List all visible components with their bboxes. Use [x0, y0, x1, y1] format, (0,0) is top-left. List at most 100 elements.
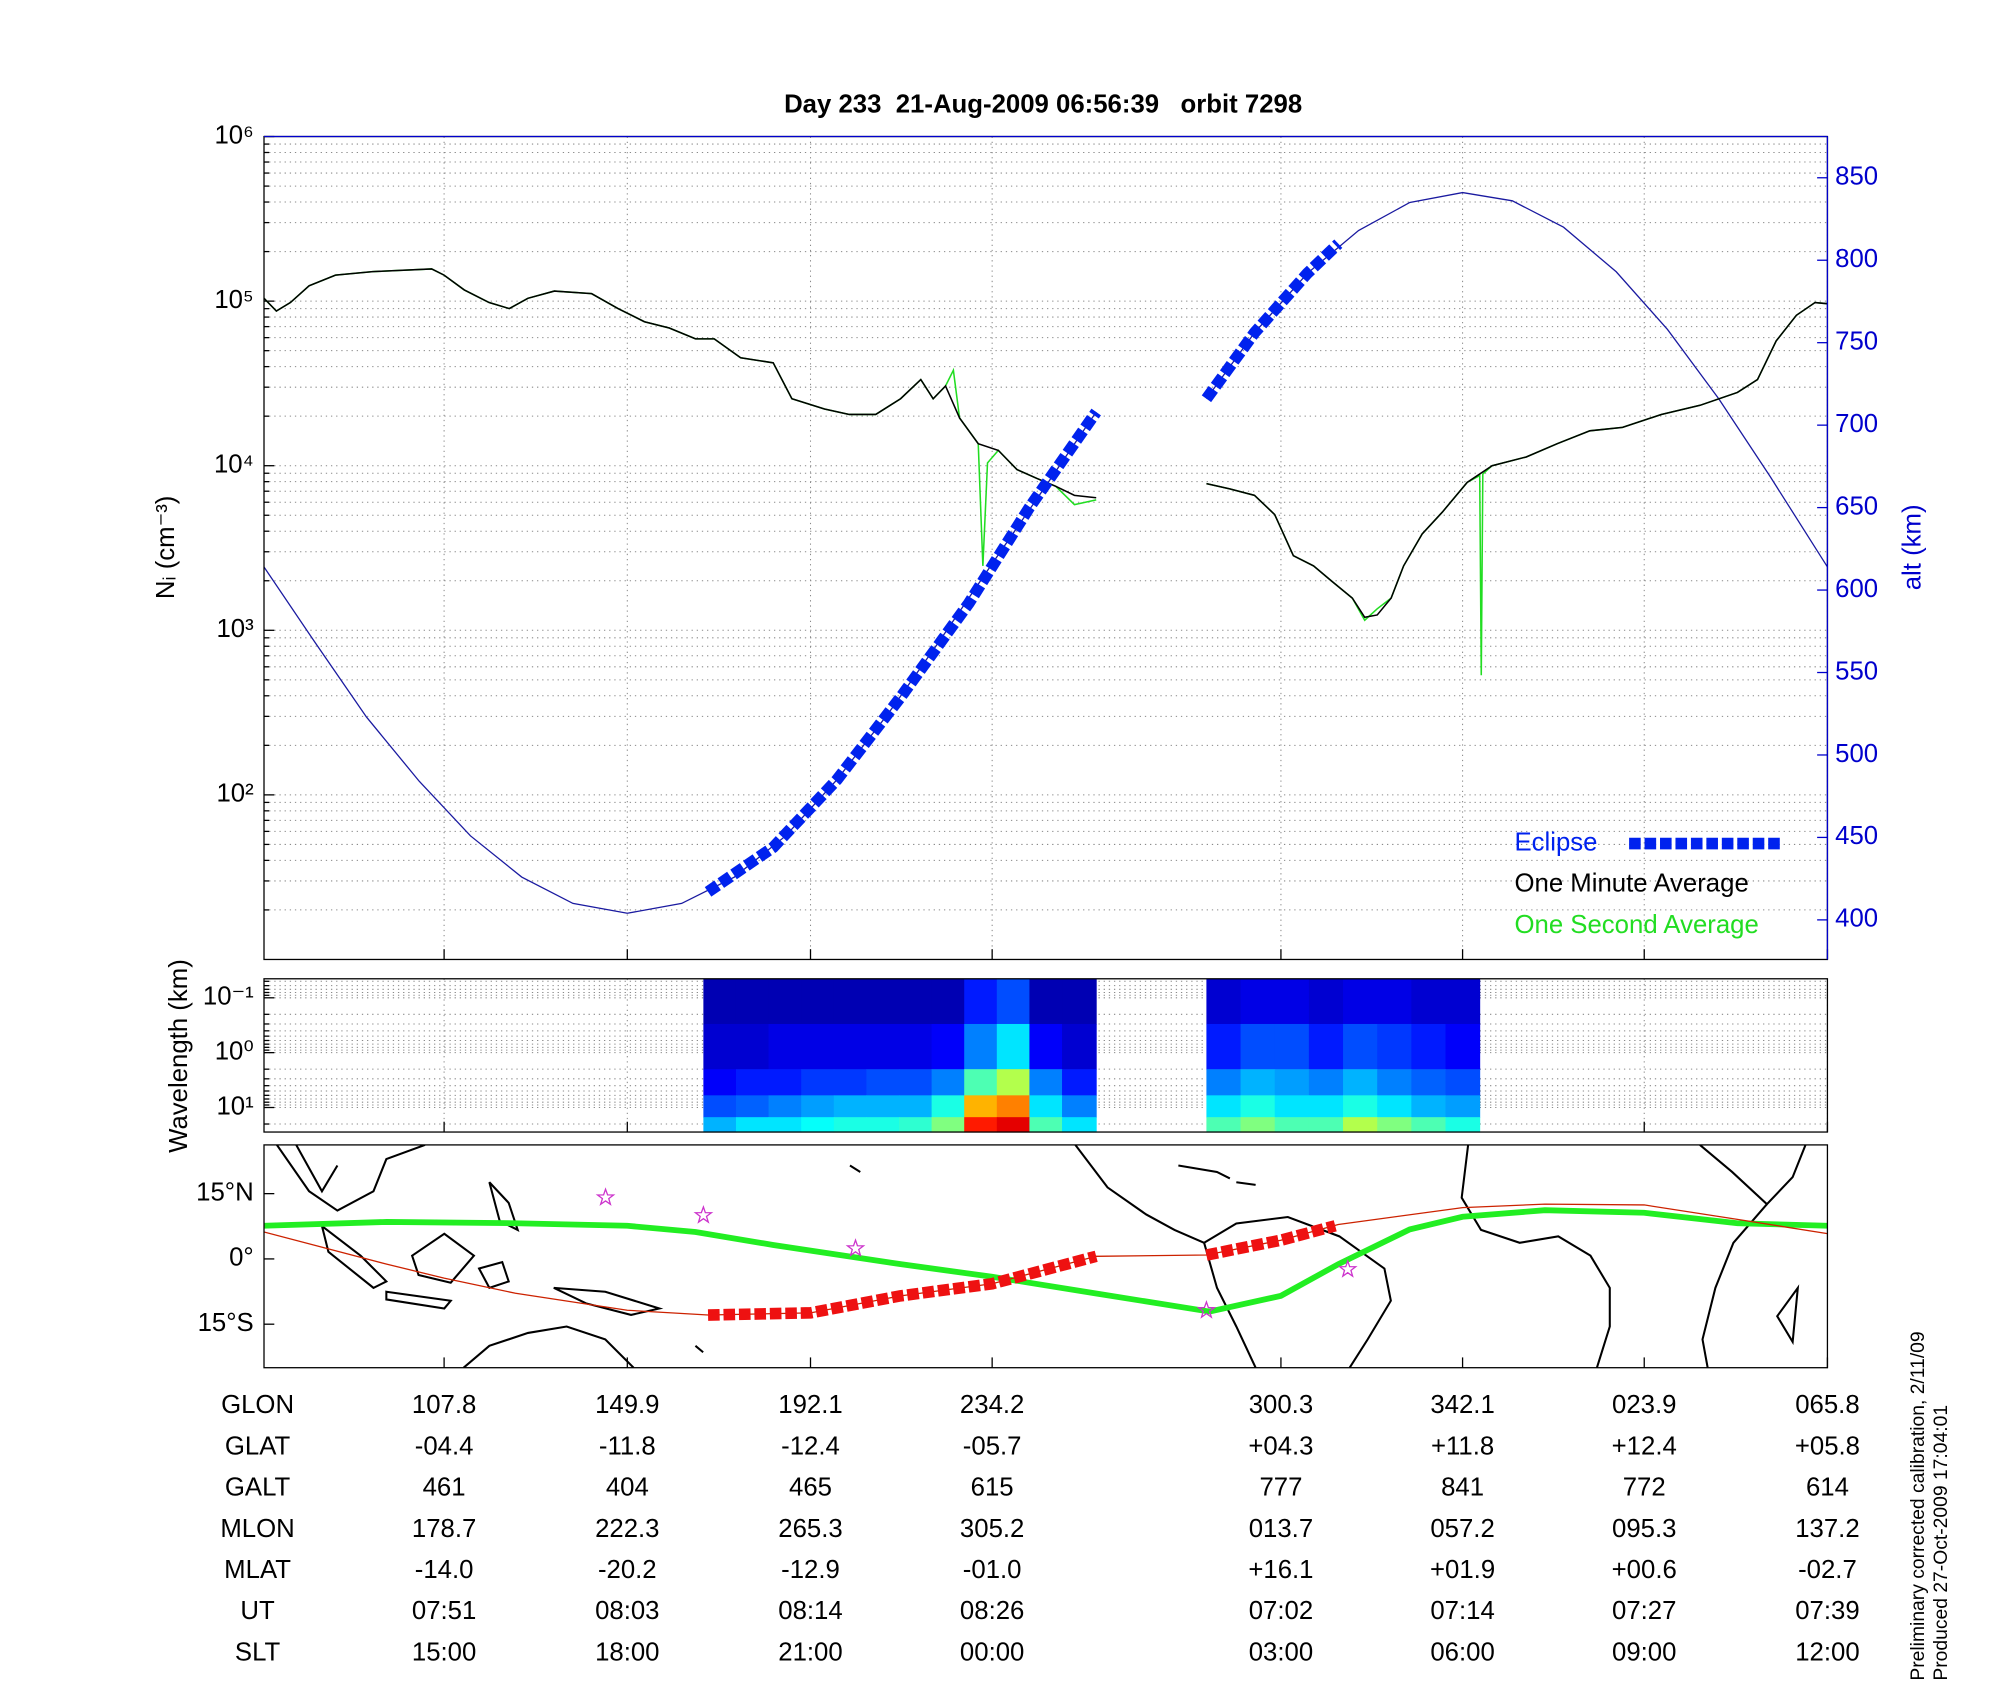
series-line: [704, 239, 1343, 897]
y-tick-label: 10⁻¹: [203, 983, 254, 1011]
table-cell: 265.3: [778, 1515, 842, 1543]
heatmap-cell: [1062, 1117, 1097, 1133]
heatmap-cell: [1411, 1095, 1447, 1118]
heatmap-cell: [801, 1023, 835, 1070]
table-cell: 095.3: [1612, 1515, 1676, 1543]
heatmap-cell: [1029, 978, 1063, 1025]
heatmap-cell: [1445, 1095, 1481, 1118]
table-cell: 404: [606, 1474, 649, 1502]
heatmap-cell: [1206, 1069, 1242, 1096]
table-cell: +00.6: [1612, 1556, 1677, 1584]
table-cell: 234.2: [960, 1391, 1024, 1419]
table-row-label: GALT: [225, 1474, 291, 1502]
table-cell: -04.4: [415, 1432, 474, 1460]
table-cell: -12.4: [781, 1432, 840, 1460]
table-cell: 07:14: [1430, 1597, 1494, 1625]
table-cell: 149.9: [595, 1391, 659, 1419]
table-cell: 07:27: [1612, 1597, 1676, 1625]
heatmap-cell: [1240, 1095, 1276, 1118]
heatmap-cell: [1445, 1117, 1481, 1133]
heatmap-cell: [768, 978, 802, 1025]
heatmap-cell: [1308, 1023, 1344, 1070]
station-marker: [693, 1205, 714, 1224]
heatmap-cell: [1274, 1117, 1310, 1133]
heatmap-cell: [1206, 1117, 1242, 1133]
heatmap-cell: [833, 978, 867, 1025]
heatmap-cell: [703, 978, 737, 1025]
table-cell: 18:00: [595, 1638, 659, 1666]
y2-axis-label: alt (km): [1899, 504, 1927, 590]
map-layer: [264, 1187, 1828, 1321]
table-cell: +16.1: [1248, 1556, 1313, 1584]
y-tick-label: 10³: [216, 615, 254, 643]
table-cell: +04.3: [1248, 1432, 1313, 1460]
table-cell: -12.9: [781, 1556, 840, 1584]
heatmap-cell: [1240, 978, 1276, 1025]
table-cell: 07:02: [1249, 1597, 1313, 1625]
table-cell: -02.7: [1798, 1556, 1857, 1584]
y-axis-label: Wavelength (km): [165, 959, 193, 1153]
heatmap-cell: [1029, 1117, 1063, 1133]
chart-title: Day 233 21-Aug-2009 06:56:39 orbit 7298: [784, 90, 1302, 118]
legend-label: Eclipse: [1514, 828, 1597, 856]
heatmap-cell: [768, 1023, 802, 1070]
table-cell: 465: [789, 1474, 832, 1502]
table-cell: 615: [971, 1474, 1014, 1502]
heatmap-cell: [1343, 1095, 1378, 1118]
table-cell: 305.2: [960, 1515, 1024, 1543]
plot-area: [264, 191, 1828, 914]
heatmap-cell: [735, 1069, 770, 1096]
y2-tick-label: 600: [1835, 575, 1878, 603]
table-cell: 772: [1623, 1474, 1666, 1502]
table-cell: -20.2: [598, 1556, 657, 1584]
y-tick-label: 10⁰: [215, 1037, 254, 1065]
heatmap-cell: [866, 1069, 900, 1096]
heatmap-cell: [833, 1023, 867, 1070]
heatmap-cell: [1206, 1095, 1242, 1118]
table-cell: 15:00: [412, 1638, 476, 1666]
heatmap-cell: [1062, 1023, 1097, 1070]
heatmap-cell: [1377, 978, 1412, 1025]
series-line: [264, 268, 1828, 619]
heatmap-cell: [703, 1095, 737, 1118]
table-cell: -11.8: [599, 1432, 656, 1460]
table-cell: 21:00: [778, 1638, 842, 1666]
y-tick-label: 10⁴: [214, 451, 254, 479]
heatmap-cell: [735, 1095, 770, 1118]
heatmap-cell: [931, 978, 965, 1025]
axes-frame: [263, 1144, 1829, 1369]
heatmap-cell: [1274, 1023, 1310, 1070]
table-row-label: SLT: [235, 1638, 281, 1666]
heatmap-cell: [1240, 1117, 1276, 1133]
heatmap-cell: [1206, 1023, 1242, 1070]
table-cell: 07:51: [412, 1597, 476, 1625]
table-cell: -05.7: [963, 1432, 1022, 1460]
y-tick-label: 10⁵: [214, 286, 253, 314]
y-tick-label: 15°S: [198, 1309, 254, 1337]
note: Preliminary corrected calibration, 2/11/…: [1908, 1331, 1929, 1680]
track-line: [264, 1207, 1828, 1315]
heatmap-cell: [768, 1069, 802, 1096]
heatmap-cell: [1411, 1069, 1447, 1096]
table-cell: +12.4: [1612, 1432, 1677, 1460]
y-tick-label: 10²: [216, 780, 254, 808]
note: Produced 27-Oct-2009 17:04:01: [1931, 1405, 1952, 1681]
heatmap-cell: [1240, 1023, 1276, 1070]
y2-tick-label: 800: [1835, 245, 1878, 273]
heatmap-cell: [1343, 1117, 1378, 1133]
heatmap-cell: [1274, 1095, 1310, 1118]
table-cell: 12:00: [1795, 1638, 1859, 1666]
y-axis-label: Nᵢ (cm⁻³): [152, 496, 180, 599]
heatmap-cell: [1343, 978, 1378, 1025]
station-marker: [595, 1187, 616, 1206]
axes-frame: [263, 978, 1829, 1133]
heatmap-cell: [996, 978, 1030, 1025]
heatmap-cell: [866, 1095, 900, 1118]
heatmap-cell: [1029, 1095, 1063, 1118]
heatmap-cell: [768, 1095, 802, 1118]
heatmap-cell: [866, 978, 900, 1025]
heatmap-cell: [1308, 1095, 1344, 1118]
table-cell: 137.2: [1795, 1515, 1859, 1543]
heatmap-cell: [996, 1069, 1030, 1096]
